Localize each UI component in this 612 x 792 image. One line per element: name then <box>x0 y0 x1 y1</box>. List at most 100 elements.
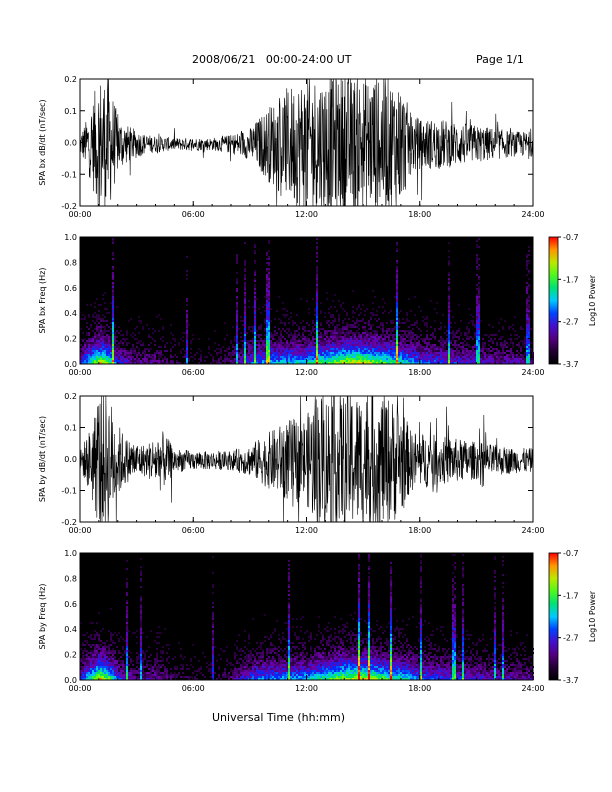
spectrogram-cell <box>516 334 518 336</box>
spectrogram-cell <box>288 322 290 324</box>
spectrogram-cell <box>264 662 266 664</box>
spectrogram-cell <box>388 360 390 362</box>
spectrogram-cell <box>294 340 296 342</box>
spectrogram-cell <box>142 328 144 330</box>
spectrogram-cell <box>354 324 356 326</box>
spectrogram-cell <box>128 320 130 322</box>
spectrogram-cell <box>448 340 450 342</box>
spectrogram-cell <box>108 330 110 332</box>
spectrogram-cell <box>180 362 182 364</box>
spectrogram-cell <box>370 324 372 326</box>
spectrogram-cell <box>108 662 110 664</box>
spectrogram-cell <box>146 678 148 680</box>
spectrogram-cell <box>336 362 338 364</box>
spectrogram-cell <box>104 656 106 658</box>
spectrogram-cell <box>296 358 298 360</box>
spectrogram-cell <box>128 676 130 678</box>
spectrogram-cell <box>88 334 90 336</box>
spectrogram-cell <box>496 352 498 354</box>
spectrogram-cell <box>266 318 268 320</box>
spectrogram-cell <box>508 362 510 364</box>
spectrogram-cell <box>482 358 484 360</box>
spectrogram-cell <box>116 354 118 356</box>
spectrogram-cell <box>132 670 134 672</box>
spectrogram-cell <box>110 674 112 676</box>
spectrogram-cell <box>104 650 106 652</box>
spectrogram-cell <box>276 666 278 668</box>
spectrogram-cell <box>258 676 260 678</box>
spectrogram-cell <box>148 362 150 364</box>
spectrogram-cell <box>272 344 274 346</box>
spectrogram-cell <box>144 654 146 656</box>
spectrogram-cell <box>144 360 146 362</box>
spectrogram-cell <box>410 334 412 336</box>
spectrogram-cell <box>112 342 114 344</box>
spectrogram-cell <box>96 666 98 668</box>
spectrogram-cell <box>304 362 306 364</box>
spectrogram-cell <box>224 354 226 356</box>
spectrogram-cell <box>236 332 238 334</box>
spectrogram-cell <box>186 336 188 338</box>
spectrogram-cell <box>324 342 326 344</box>
spectrogram-cell <box>280 346 282 348</box>
spectrogram-cell <box>112 338 114 340</box>
spectrogram-cell <box>148 664 150 666</box>
spectrogram-cell <box>244 306 246 308</box>
spectrogram-cell <box>250 326 252 328</box>
spectrogram-cell <box>266 672 268 674</box>
spectrogram-cell <box>108 650 110 652</box>
spectrogram-cell <box>478 288 480 290</box>
spectrogram-cell <box>428 348 430 350</box>
spectrogram-cell <box>406 320 408 322</box>
spectrogram-cell <box>256 350 258 352</box>
spectrogram-cell <box>94 322 96 324</box>
spectrogram-cell <box>292 352 294 354</box>
spectrogram-cell <box>524 360 526 362</box>
spectrogram-cell <box>504 342 506 344</box>
spectrogram-cell <box>278 362 280 364</box>
spectrogram-cell <box>84 344 86 346</box>
spectrogram-cell <box>262 674 264 676</box>
spectrogram-cell <box>208 670 210 672</box>
spectrogram-cell <box>96 678 98 680</box>
spectrogram-cell <box>324 338 326 340</box>
spectrogram-cell <box>178 344 180 346</box>
spectrogram-cell <box>422 356 424 358</box>
spectrogram-cell <box>266 306 268 308</box>
spectrogram-cell <box>244 316 246 318</box>
spectrogram-cell <box>246 668 248 670</box>
spectrogram-cell <box>270 666 272 668</box>
spectrogram-cell <box>102 340 104 342</box>
spectrogram-cell <box>292 356 294 358</box>
spectrogram-cell <box>232 670 234 672</box>
spectrogram-cell <box>384 310 386 312</box>
spectrogram-cell <box>456 344 458 346</box>
x-tick-label: 06:00 <box>182 210 205 219</box>
spectrogram-cell <box>126 650 128 652</box>
spectrogram-cell <box>320 362 322 364</box>
spectrogram-cell <box>234 338 236 340</box>
spectrogram-cell <box>266 362 268 364</box>
spectrogram-cell <box>390 344 392 346</box>
spectrogram-cell <box>250 362 252 364</box>
spectrogram-cell <box>94 672 96 674</box>
spectrogram-cell <box>382 298 384 300</box>
spectrogram-cell <box>82 352 84 354</box>
spectrogram-cell <box>118 652 120 654</box>
spectrogram-cell <box>96 330 98 332</box>
spectrogram-cell <box>120 354 122 356</box>
spectrogram-cell <box>430 360 432 362</box>
spectrogram-cell <box>244 278 246 280</box>
spectrogram-cell <box>518 360 520 362</box>
spectrogram-cell <box>410 310 412 312</box>
spectrogram-cell <box>92 678 94 680</box>
spectrogram-cell <box>122 350 124 352</box>
spectrogram-cell <box>294 348 296 350</box>
spectrogram-cell <box>126 642 128 644</box>
spectrogram-cell <box>244 326 246 328</box>
spectrogram-cell <box>92 340 94 342</box>
spectrogram-cell <box>300 352 302 354</box>
spectrogram-cell <box>514 334 516 336</box>
spectrogram-cell <box>316 312 318 314</box>
spectrogram-cell <box>442 350 444 352</box>
